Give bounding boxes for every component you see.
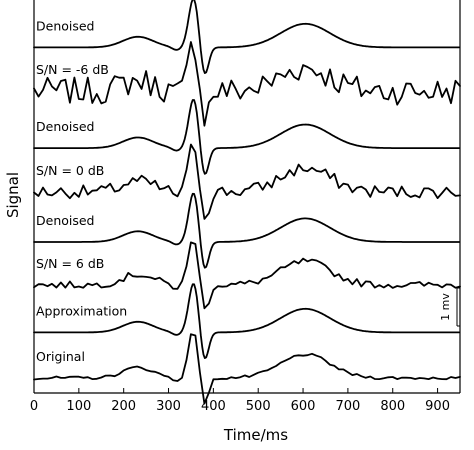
x-tick-label: 600 <box>291 399 316 414</box>
x-tick-label: 800 <box>380 399 405 414</box>
scale-bar-label: 1 mv <box>439 293 452 321</box>
chart-axes <box>33 0 461 394</box>
trace-label: S/N = 6 dB <box>36 256 104 271</box>
trace-label: Denoised <box>36 213 95 228</box>
x-tick-label: 300 <box>156 399 181 414</box>
y-axis-title: Signal <box>4 172 22 218</box>
signal-traces <box>33 0 461 405</box>
x-axis-title: Time/ms <box>223 426 288 444</box>
x-tick-label: 200 <box>111 399 136 414</box>
trace-line <box>33 241 461 310</box>
trace-line <box>33 99 461 175</box>
trace-labels: Denoised S/N = -6 dB Denoised S/N = 0 dB Den… <box>36 18 127 364</box>
x-tick-label: 0 <box>30 399 38 414</box>
trace-label: S/N = -6 dB <box>36 62 109 77</box>
trace-label: Denoised <box>36 18 95 33</box>
scale-bar: 1 mv <box>439 287 460 327</box>
x-tick-label: 500 <box>246 399 271 414</box>
x-ticks: 0 100 200 300 400 500 600 700 800 900 <box>30 388 450 414</box>
trace-line <box>33 0 461 74</box>
trace-label: Original <box>36 349 85 364</box>
x-tick-label: 900 <box>425 399 450 414</box>
trace-line <box>33 41 461 127</box>
trace-line <box>33 143 461 220</box>
x-tick-label: 700 <box>335 399 360 414</box>
x-tick-label: 400 <box>201 399 226 414</box>
trace-label: Approximation <box>36 303 127 318</box>
trace-line <box>33 192 461 269</box>
trace-line <box>33 283 461 360</box>
trace-line <box>33 333 461 405</box>
trace-label: S/N = 0 dB <box>36 163 104 178</box>
trace-label: Denoised <box>36 119 95 134</box>
x-tick-label: 100 <box>66 399 91 414</box>
